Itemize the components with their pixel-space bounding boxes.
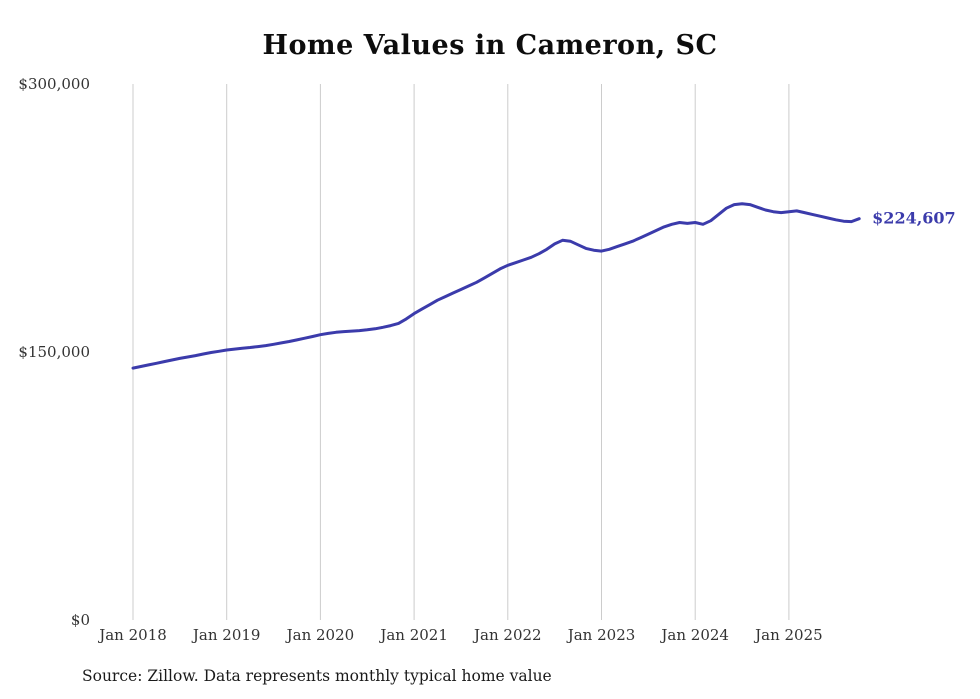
source-note: Source: Zillow. Data represents monthly … (82, 667, 552, 685)
x-tick-label: Jan 2021 (378, 626, 448, 644)
value-line (131, 202, 861, 370)
x-tick-label: Jan 2018 (97, 626, 167, 644)
y-tick-label: $150,000 (18, 343, 90, 361)
x-tick-label: Jan 2023 (566, 626, 636, 644)
end-value-label: $224,607 (872, 209, 956, 228)
gridlines (132, 84, 790, 620)
x-tick-label: Jan 2020 (285, 626, 355, 644)
x-tick-label: Jan 2022 (472, 626, 542, 644)
x-tick-label: Jan 2024 (659, 626, 729, 644)
x-tick-label: Jan 2025 (753, 626, 823, 644)
chart-title: Home Values in Cameron, SC (262, 30, 718, 61)
y-tick-label: $300,000 (18, 75, 90, 93)
y-tick-label: $0 (71, 611, 90, 629)
x-tick-label: Jan 2019 (191, 626, 261, 644)
